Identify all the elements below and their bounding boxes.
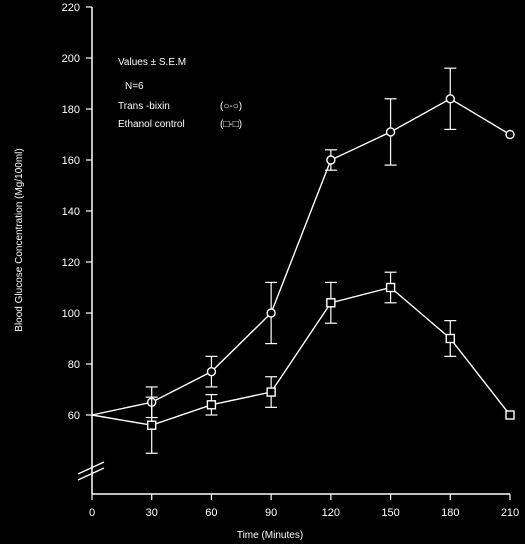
data-point-square xyxy=(206,400,217,410)
series-layer xyxy=(91,67,515,454)
x-tick-label: 180 xyxy=(441,507,459,519)
x-tick-label: 90 xyxy=(265,507,277,519)
y-tick-label: 180 xyxy=(62,104,80,116)
series-line xyxy=(91,97,511,416)
y-axis-title: Blood Glucose Concentration (Mg/100ml) xyxy=(14,148,25,331)
legend-label-trans-bixin: Trans -bixin xyxy=(118,101,170,112)
data-point-square xyxy=(385,282,396,293)
y-tick-label: 120 xyxy=(62,257,80,269)
x-tick-label: 30 xyxy=(146,507,158,519)
data-point-circle xyxy=(445,94,455,104)
data-point-circle xyxy=(385,127,396,137)
annotation-n: N=6 xyxy=(125,81,144,92)
y-ticks: 60 80 100 120 140 160 180 200 220 xyxy=(62,2,92,422)
legend-label-ethanol-control: Ethanol control xyxy=(118,119,185,130)
axis-break-marker xyxy=(77,461,105,481)
x-tick-label: 150 xyxy=(381,507,399,519)
series-square xyxy=(91,271,515,454)
legend-symbol-trans-bixin: (○-○) xyxy=(220,101,242,112)
y-tick-label: 60 xyxy=(68,410,80,422)
x-tick-label: 0 xyxy=(89,507,95,519)
axes xyxy=(77,7,510,495)
data-point-circle xyxy=(266,308,276,318)
data-point-circle xyxy=(505,129,515,140)
axis-break-slash xyxy=(77,461,105,475)
data-point-square xyxy=(266,387,276,397)
data-point-circle xyxy=(326,155,336,165)
annotation-block: Values ± S.E.M N=6 Trans -bixin (○-○) Et… xyxy=(118,57,242,130)
x-tick-label: 120 xyxy=(322,507,340,519)
y-tick-label: 100 xyxy=(62,308,80,320)
annotation-values-sem: Values ± S.E.M xyxy=(118,57,186,68)
x-ticks: 0 30 60 90 120 150 180 210 xyxy=(89,494,519,519)
x-tick-label: 210 xyxy=(501,507,519,519)
data-point-circle xyxy=(206,366,217,377)
y-tick-label: 200 xyxy=(62,53,80,65)
x-axis-title: Time (Minutes) xyxy=(237,530,303,541)
data-point-square xyxy=(445,333,455,344)
data-point-square xyxy=(505,410,515,420)
data-point-square xyxy=(326,298,336,308)
legend-symbol-ethanol-control: (□-□) xyxy=(220,119,242,130)
axis-break-slash xyxy=(77,467,105,481)
data-point-square xyxy=(147,420,157,430)
y-tick-label: 220 xyxy=(62,2,80,14)
y-tick-label: 80 xyxy=(68,359,80,371)
series-line xyxy=(91,286,511,426)
y-tick-label: 160 xyxy=(62,155,80,167)
x-tick-label: 60 xyxy=(205,507,217,519)
y-tick-label: 140 xyxy=(62,206,80,218)
